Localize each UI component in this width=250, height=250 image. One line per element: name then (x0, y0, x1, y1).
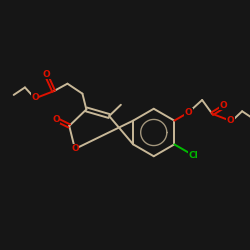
Text: O: O (52, 115, 60, 124)
Text: O: O (31, 93, 39, 102)
Text: O: O (226, 116, 234, 124)
Text: O: O (71, 144, 79, 154)
Text: Cl: Cl (188, 151, 198, 160)
Text: O: O (220, 100, 227, 110)
Text: O: O (184, 108, 192, 117)
Text: O: O (42, 70, 50, 79)
